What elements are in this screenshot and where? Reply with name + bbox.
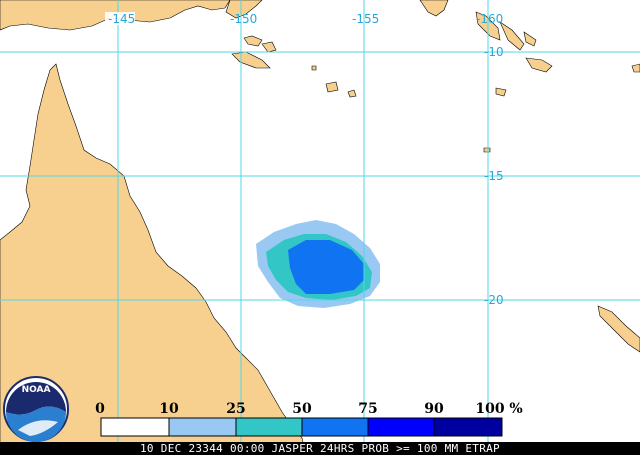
legend-tick-100: 100 (475, 401, 504, 417)
graticule (0, 0, 640, 442)
land-island-2 (261, 41, 277, 53)
land-new-caledonia (597, 305, 640, 353)
legend-tick-25: 25 (226, 401, 245, 417)
lon-label-145: -145 (108, 12, 135, 26)
legend-tick-10: 10 (159, 401, 179, 417)
land-australia (0, 63, 307, 455)
legend: 0 10 25 50 75 90 100 % (95, 401, 523, 437)
noaa-logo: NOAA (3, 376, 69, 442)
legend-swatch-0-10 (100, 417, 170, 437)
lat-label-10: -10 (484, 45, 504, 59)
legend-swatch-75-90 (367, 417, 435, 437)
land-bougainville (419, 0, 449, 17)
land-islet-b (631, 63, 640, 73)
lat-label-20: -20 (484, 293, 504, 307)
lon-label-155: -155 (352, 12, 379, 26)
land-island-4 (325, 81, 339, 93)
legend-tick-0: 0 (95, 401, 105, 417)
lon-label-150: -150 (230, 12, 257, 26)
land-solomon-4 (525, 57, 553, 73)
legend-tick-75: 75 (358, 401, 377, 417)
land-solomon-2 (499, 21, 525, 51)
land-islet-a (483, 147, 491, 153)
legend-swatch-10-25 (168, 417, 237, 437)
legend-swatch-50-75 (301, 417, 369, 437)
land-solomon-3 (523, 31, 537, 47)
land-island-5 (347, 89, 357, 98)
land-solomon-5 (495, 87, 507, 97)
noaa-logo-text: NOAA (22, 385, 51, 395)
land-island-1 (243, 35, 263, 47)
lat-label-15: -15 (484, 169, 504, 183)
legend-tick-90: 90 (424, 401, 444, 417)
legend-unit: % (509, 401, 522, 417)
land-png-east (225, 0, 263, 19)
lon-label-160: -160 (476, 12, 503, 26)
legend-swatch-90-100 (433, 417, 503, 437)
legend-tick-50: 50 (292, 401, 312, 417)
prob-50-75 (288, 240, 364, 294)
legend-swatch-25-50 (235, 417, 303, 437)
footer-caption: 10 DEC 23344 00:00 JASPER 24HRS PROB >= … (0, 442, 640, 455)
land-island-6 (311, 65, 317, 71)
